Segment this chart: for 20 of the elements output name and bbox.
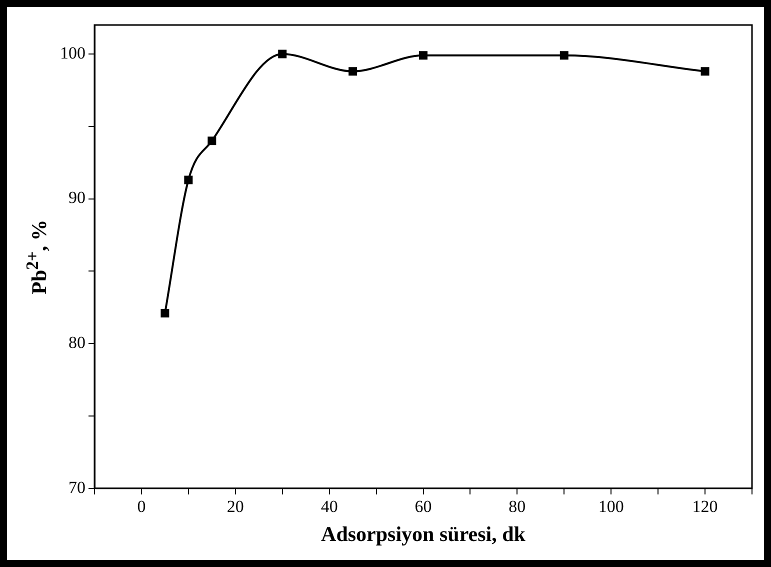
- x-tick-label: 120: [692, 497, 718, 516]
- point: [278, 50, 287, 58]
- x-tick-label: 60: [414, 497, 432, 516]
- y-tick-label: 90: [68, 188, 86, 208]
- point: [208, 136, 216, 146]
- point: [419, 51, 428, 60]
- x-tick-label: 40: [320, 497, 338, 516]
- point: [700, 67, 710, 76]
- point: [160, 308, 170, 318]
- y-tick-label: 100: [60, 43, 86, 62]
- y-tick-label: 70: [68, 478, 86, 497]
- y-tick-label: 80: [68, 333, 86, 352]
- x-tick-label: 100: [598, 497, 624, 516]
- x-tick-label: 0: [137, 497, 146, 516]
- point: [560, 51, 568, 60]
- x-axis-title: Adsorpsiyon süresi, dk: [321, 522, 526, 546]
- point: [348, 67, 358, 76]
- x-tick-label: 20: [226, 497, 244, 516]
- point: [184, 176, 193, 184]
- x-tick-label: 80: [508, 497, 526, 516]
